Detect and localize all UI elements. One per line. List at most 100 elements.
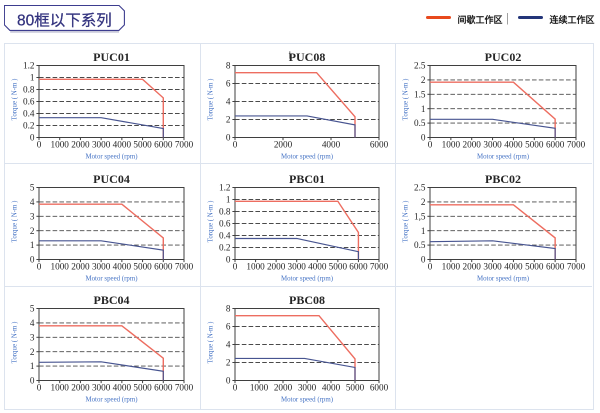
svg-text:6: 6 <box>226 79 231 89</box>
svg-text:7000: 7000 <box>567 140 586 150</box>
svg-text:Motor speed (rpm): Motor speed (rpm) <box>281 154 333 161</box>
svg-text:0.8: 0.8 <box>23 85 35 95</box>
svg-text:0.2: 0.2 <box>219 242 231 252</box>
svg-text:0: 0 <box>30 133 35 143</box>
svg-text:Torque ( N-m ): Torque ( N-m ) <box>403 200 410 242</box>
svg-text:3000: 3000 <box>92 140 111 150</box>
svg-text:2000: 2000 <box>71 383 90 393</box>
svg-text:Torque ( N-m ): Torque ( N-m ) <box>208 200 215 242</box>
svg-text:Torque ( N-m ): Torque ( N-m ) <box>208 79 215 121</box>
svg-text:6000: 6000 <box>154 383 173 393</box>
svg-text:PUC04: PUC04 <box>93 172 130 186</box>
svg-text:3: 3 <box>30 332 35 342</box>
svg-text:2000: 2000 <box>274 140 293 150</box>
svg-text:4000: 4000 <box>113 140 132 150</box>
svg-text:1000: 1000 <box>51 261 70 271</box>
svg-text:5000: 5000 <box>133 140 152 150</box>
svg-text:0: 0 <box>226 254 231 264</box>
svg-text:PUC01: PUC01 <box>93 50 130 64</box>
svg-text:PUC08: PUC08 <box>289 50 326 64</box>
svg-text:5000: 5000 <box>133 261 152 271</box>
svg-text:1000: 1000 <box>246 261 265 271</box>
svg-text:3000: 3000 <box>483 261 502 271</box>
svg-text:2000: 2000 <box>274 383 293 393</box>
svg-text:1.2: 1.2 <box>23 61 35 71</box>
svg-text:7000: 7000 <box>175 383 194 393</box>
svg-text:4: 4 <box>226 97 231 107</box>
svg-text:4: 4 <box>226 340 231 350</box>
svg-text:2000: 2000 <box>71 140 90 150</box>
svg-text:1,5: 1,5 <box>414 211 426 221</box>
svg-text:4000: 4000 <box>308 261 327 271</box>
svg-text:5000: 5000 <box>525 261 544 271</box>
svg-text:2: 2 <box>30 347 35 357</box>
svg-text:3000: 3000 <box>298 383 317 393</box>
svg-text:0.6: 0.6 <box>219 218 231 228</box>
svg-text:7000: 7000 <box>370 261 389 271</box>
svg-text:Motor speed (rpm): Motor speed (rpm) <box>281 275 333 282</box>
svg-text:0: 0 <box>30 254 35 264</box>
svg-text:0: 0 <box>421 133 426 143</box>
svg-text:5: 5 <box>30 304 35 314</box>
svg-text:1: 1 <box>421 104 426 114</box>
svg-text:6000: 6000 <box>154 261 173 271</box>
svg-text:5000: 5000 <box>329 261 348 271</box>
svg-text:Motor speed (rpm): Motor speed (rpm) <box>477 154 529 161</box>
svg-text:0.5: 0.5 <box>414 240 426 250</box>
svg-text:0: 0 <box>428 140 433 150</box>
svg-text:6000: 6000 <box>370 383 389 393</box>
svg-text:4000: 4000 <box>113 383 132 393</box>
svg-text:0: 0 <box>233 261 238 271</box>
svg-text:7000: 7000 <box>175 140 194 150</box>
svg-text:Motor speed (rpm): Motor speed (rpm) <box>281 397 333 404</box>
svg-text:6000: 6000 <box>546 261 565 271</box>
svg-text:4: 4 <box>30 197 35 207</box>
svg-text:Torque ( N-m ): Torque ( N-m ) <box>403 79 410 121</box>
svg-text:80框以下系列: 80框以下系列 <box>17 11 112 29</box>
svg-text:2000: 2000 <box>267 261 286 271</box>
svg-text:PBC04: PBC04 <box>94 293 130 307</box>
svg-text:1000: 1000 <box>442 261 461 271</box>
svg-text:7000: 7000 <box>567 261 586 271</box>
svg-text:0: 0 <box>421 254 426 264</box>
svg-text:4: 4 <box>30 318 35 328</box>
svg-text:Torque ( N-m ): Torque ( N-m ) <box>12 322 19 364</box>
svg-text:0.2: 0.2 <box>23 121 35 131</box>
svg-text:0: 0 <box>37 383 42 393</box>
svg-text:1.5: 1.5 <box>414 89 426 99</box>
svg-text:Torque ( N-m ): Torque ( N-m ) <box>12 200 19 242</box>
svg-text:0: 0 <box>233 383 238 393</box>
svg-text:4000: 4000 <box>504 261 523 271</box>
svg-text:8: 8 <box>226 304 231 314</box>
svg-text:Motor speed (rpm): Motor speed (rpm) <box>85 154 137 161</box>
svg-text:3000: 3000 <box>483 140 502 150</box>
svg-text:Motor speed (rpm): Motor speed (rpm) <box>477 275 529 282</box>
svg-text:7000: 7000 <box>175 261 194 271</box>
svg-text:3: 3 <box>30 211 35 221</box>
svg-text:6000: 6000 <box>154 140 173 150</box>
svg-text:0: 0 <box>233 140 238 150</box>
svg-text:2000: 2000 <box>463 261 482 271</box>
svg-text:2: 2 <box>226 115 231 125</box>
svg-text:5: 5 <box>30 182 35 192</box>
svg-text:1000: 1000 <box>250 383 269 393</box>
svg-text:PUC02: PUC02 <box>485 50 522 64</box>
svg-text:Torque ( N-m ): Torque ( N-m ) <box>208 322 215 364</box>
svg-text:5000: 5000 <box>525 140 544 150</box>
svg-text:2: 2 <box>421 197 426 207</box>
svg-text:1: 1 <box>30 240 35 250</box>
svg-text:PBC02: PBC02 <box>485 172 521 186</box>
svg-text:2: 2 <box>30 225 35 235</box>
svg-text:1.2: 1.2 <box>219 182 231 192</box>
svg-text:6000: 6000 <box>370 140 389 150</box>
svg-text:2: 2 <box>226 358 231 368</box>
svg-text:0.4: 0.4 <box>219 230 231 240</box>
svg-text:4000: 4000 <box>113 261 132 271</box>
svg-text:3000: 3000 <box>288 261 307 271</box>
svg-text:2: 2 <box>421 75 426 85</box>
svg-text:3000: 3000 <box>92 383 111 393</box>
svg-text:Motor speed (rpm): Motor speed (rpm) <box>85 275 137 282</box>
svg-text:PBC08: PBC08 <box>289 293 325 307</box>
svg-text:0.6: 0.6 <box>23 97 35 107</box>
svg-text:3000: 3000 <box>92 261 111 271</box>
